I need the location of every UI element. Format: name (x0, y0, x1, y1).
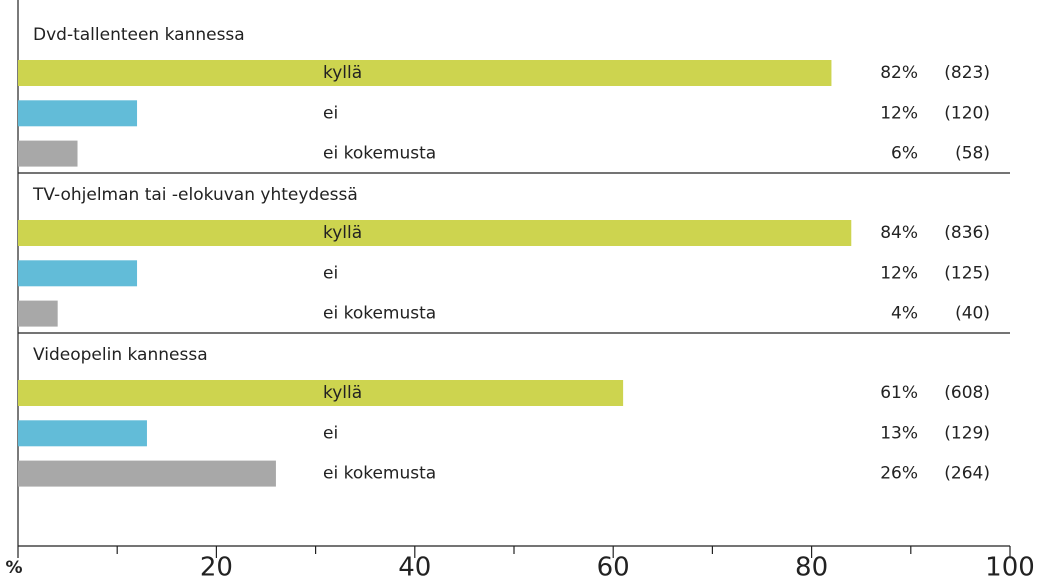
bar (18, 260, 138, 287)
count-label: (836) (944, 223, 990, 243)
value-label: 84% (880, 223, 918, 243)
bar (18, 460, 276, 487)
count-label: (823) (944, 63, 990, 83)
series-label: ei (323, 263, 338, 283)
series-label: ei kokemusta (323, 304, 436, 324)
group-title: TV-ohjelman tai -elokuvan yhteydessä (32, 185, 358, 205)
group-title: Dvd-tallenteen kannessa (33, 25, 245, 45)
series-label: ei (323, 423, 338, 443)
value-label: 26% (880, 464, 918, 484)
count-label: (120) (944, 103, 990, 123)
value-label: 6% (891, 144, 918, 164)
bar (18, 380, 624, 406)
group-title: Videopelin kannessa (33, 345, 208, 365)
count-label: (264) (944, 464, 990, 484)
series-label: kyllä (323, 63, 362, 83)
value-label: 12% (880, 263, 918, 283)
value-label: 13% (880, 423, 918, 443)
value-label: 61% (880, 383, 918, 403)
count-label: (125) (944, 263, 990, 283)
bar (18, 220, 852, 246)
count-label: (129) (944, 423, 990, 443)
count-label: (58) (955, 144, 990, 164)
x-tick-label: 80 (795, 553, 828, 578)
series-label: kyllä (323, 223, 362, 243)
x-tick-label: 60 (597, 553, 630, 578)
series-label: ei (323, 103, 338, 123)
value-label: 12% (880, 103, 918, 123)
x-tick-label: 100 (985, 553, 1035, 578)
bar (18, 420, 147, 447)
series-label: kyllä (323, 383, 362, 403)
bar (18, 100, 138, 127)
count-label: (608) (944, 383, 990, 403)
value-label: 4% (891, 304, 918, 324)
count-label: (40) (955, 304, 990, 324)
x-tick-label: 20 (200, 553, 233, 578)
bar (18, 300, 58, 327)
series-label: ei kokemusta (323, 464, 436, 484)
x-tick-label: % (5, 558, 22, 578)
bar (18, 140, 78, 167)
series-label: ei kokemusta (323, 144, 436, 164)
value-label: 82% (880, 63, 918, 83)
x-tick-label: 40 (398, 553, 431, 578)
bar (18, 60, 832, 86)
